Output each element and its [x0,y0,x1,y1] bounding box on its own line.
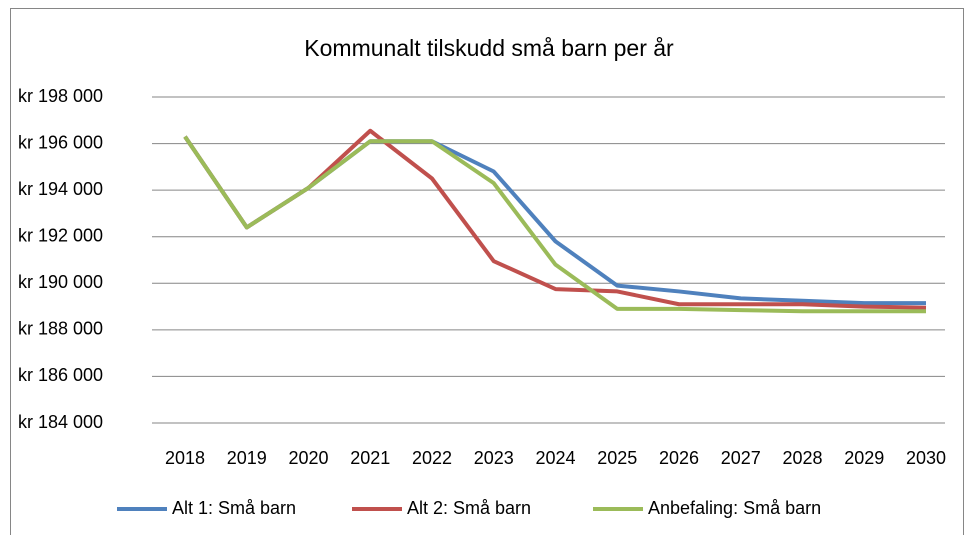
x-tick-label: 2020 [288,448,328,468]
legend-label: Alt 2: Små barn [407,498,531,518]
x-tick-label: 2019 [227,448,267,468]
series-line [183,135,926,314]
x-tick-label: 2025 [597,448,637,468]
x-tick-label: 2029 [844,448,884,468]
y-tick-label: kr 188 000 [18,319,103,339]
series-line [183,128,927,310]
y-tick-label: kr 192 000 [18,225,103,245]
y-tick-label: kr 196 000 [18,132,103,152]
legend-label: Anbefaling: Små barn [648,498,821,518]
x-tick-label: 2027 [721,448,761,468]
y-tick-label: kr 194 000 [18,179,103,199]
x-tick-label: 2030 [906,448,946,468]
x-tick-label: 2023 [474,448,514,468]
series-line [183,135,926,306]
chart-title: Kommunalt tilskudd små barn per år [304,35,674,61]
x-tick-label: 2022 [412,448,452,468]
y-tick-label: kr 186 000 [18,365,103,385]
y-tick-label: kr 184 000 [18,412,103,432]
x-tick-label: 2026 [659,448,699,468]
x-tick-label: 2028 [782,448,822,468]
y-tick-label: kr 190 000 [18,272,103,292]
x-tick-label: 2021 [350,448,390,468]
x-tick-label: 2018 [165,448,205,468]
y-tick-label: kr 198 000 [18,86,103,106]
legend-label: Alt 1: Små barn [172,498,296,518]
chart-frame [10,8,964,535]
x-tick-label: 2024 [535,448,575,468]
